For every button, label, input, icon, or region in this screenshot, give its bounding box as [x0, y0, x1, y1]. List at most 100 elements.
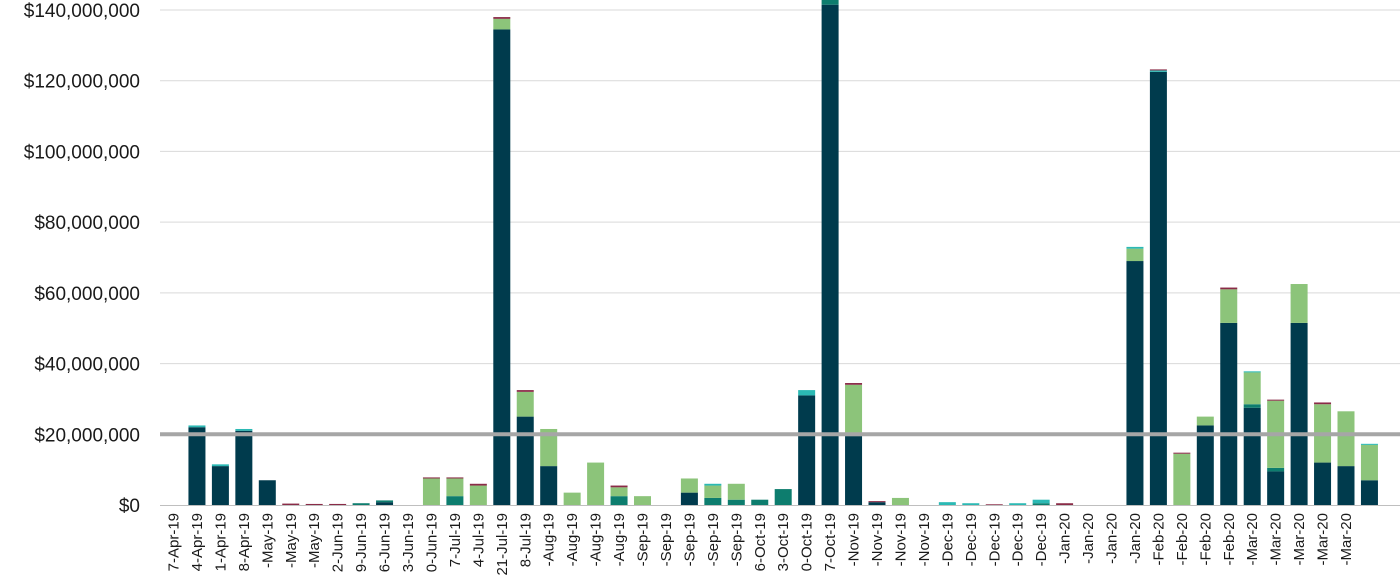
x-tick-label: 0-Jun-19 — [423, 513, 440, 572]
x-tick-label: -Dec-19 — [986, 513, 1003, 566]
bar-segment — [1196, 416, 1214, 426]
x-tick-label: -Nov-19 — [892, 513, 909, 566]
y-tick-label: $20,000,000 — [34, 425, 140, 446]
bar-segment — [188, 427, 206, 505]
x-tick-label: 6-Jun-19 — [377, 513, 394, 572]
bar-segment — [1243, 371, 1261, 373]
bar-segment — [1173, 452, 1191, 454]
bar-segment — [422, 477, 440, 479]
bar-segment — [211, 466, 229, 505]
x-tick-label: -Aug-19 — [564, 513, 581, 566]
x-tick-label: 4-Apr-19 — [189, 513, 206, 571]
bar-segment — [235, 430, 253, 505]
bar-segment — [704, 483, 722, 486]
x-tick-label: 7-Apr-19 — [166, 513, 183, 571]
x-axis-tick-labels: 7-Apr-19 4-Apr-19 1-Apr-19 8-Apr-19 -May-19 -… — [166, 513, 1356, 576]
x-tick-label: -Dec-19 — [1033, 513, 1050, 566]
x-tick-label: -May-19 — [259, 513, 276, 568]
x-tick-label: -Mar-20 — [1338, 513, 1355, 566]
x-tick-label: 21-Jul-19 — [494, 513, 511, 576]
bar-segment — [634, 496, 651, 505]
x-tick-label: 4-Jul-19 — [470, 513, 487, 567]
bar-segment — [1149, 69, 1167, 71]
x-tick-label: -Jan-20 — [1057, 513, 1074, 564]
bar-segment — [1056, 503, 1074, 505]
y-tick-label: $100,000,000 — [24, 142, 140, 163]
bar-segment — [821, 0, 839, 5]
bar-segment — [516, 416, 534, 505]
bar-segment — [1243, 407, 1261, 505]
bar-segment — [868, 502, 886, 505]
x-tick-label: 3-Oct-19 — [775, 513, 792, 571]
bar-segment — [493, 17, 511, 19]
bar-segment — [1173, 453, 1191, 505]
bar-segment — [282, 503, 300, 505]
bar-segment — [446, 477, 464, 479]
bar-segment — [422, 478, 440, 505]
bar-segment — [962, 503, 980, 505]
bar-segment — [540, 466, 558, 505]
bar-segment — [188, 425, 206, 428]
bar-segment — [1267, 471, 1285, 505]
bars — [188, 0, 1378, 506]
bar-segment — [610, 485, 628, 488]
gridlines — [160, 9, 1400, 435]
x-tick-label: -Dec-19 — [963, 513, 980, 566]
x-tick-label: -Dec-19 — [939, 513, 956, 566]
bar-segment — [1149, 70, 1167, 72]
bar-segment — [258, 480, 276, 505]
x-tick-label: -Feb-20 — [1174, 513, 1191, 566]
bar-segment — [845, 383, 863, 385]
bar-segment — [727, 483, 745, 500]
x-tick-label: -Jan-20 — [1127, 513, 1144, 564]
bar-segment — [938, 502, 956, 505]
bar-segment — [845, 436, 863, 505]
bar-segment — [1267, 467, 1285, 472]
bar-segment — [1290, 322, 1308, 505]
x-tick-label: -Aug-19 — [541, 513, 558, 566]
x-tick-label: 1-Apr-19 — [212, 513, 229, 571]
bar-segment — [1290, 284, 1308, 323]
bar-segment — [1360, 444, 1378, 481]
x-tick-label: -Mar-20 — [1291, 513, 1308, 566]
bar-segment — [985, 504, 1003, 506]
bar-segment — [493, 29, 511, 505]
bar-segment — [305, 503, 323, 505]
bar-segment — [891, 497, 909, 505]
x-tick-label: 7-Jul-19 — [447, 513, 464, 567]
x-tick-label: -Dec-19 — [1010, 513, 1027, 566]
x-tick-label: -Mar-20 — [1244, 513, 1261, 566]
x-tick-label: -Jan-20 — [1080, 513, 1097, 564]
x-tick-label: 8-Apr-19 — [236, 513, 253, 571]
bar-segment — [1337, 466, 1355, 505]
bar-segment — [446, 496, 464, 505]
x-tick-label: -Nov-19 — [846, 513, 863, 566]
y-tick-label: $80,000,000 — [34, 213, 140, 234]
bar-segment — [1267, 399, 1285, 401]
bar-segment — [610, 487, 628, 497]
bar-segment — [1220, 287, 1238, 290]
bar-segment — [1360, 480, 1378, 505]
x-tick-label: 8-Jul-19 — [517, 513, 534, 567]
bar-segment — [1126, 261, 1144, 505]
x-tick-label: -Feb-20 — [1197, 513, 1214, 566]
x-tick-label: 0-Oct-19 — [799, 513, 816, 571]
x-tick-label: -Sep-19 — [635, 513, 652, 566]
bar-segment — [821, 4, 839, 505]
bar-segment — [469, 483, 487, 486]
y-axis-tick-labels: $0 $20,000,000 $40,000,000 $60,000,000 $80,0… — [24, 1, 140, 517]
bar-segment — [680, 492, 698, 506]
x-tick-label: -Mar-20 — [1268, 513, 1285, 566]
bar-segment — [774, 489, 792, 505]
x-tick-label: -Sep-19 — [681, 513, 698, 566]
bar-segment — [1243, 372, 1261, 405]
x-tick-label: -Feb-20 — [1150, 513, 1167, 566]
x-tick-label: -Jan-20 — [1104, 513, 1121, 564]
bar-segment — [563, 492, 581, 506]
bar-segment — [376, 502, 394, 505]
x-tick-label: -Feb-20 — [1221, 513, 1238, 566]
bar-segment — [540, 428, 558, 467]
x-tick-label: -Aug-19 — [611, 513, 628, 566]
bar-segment — [376, 500, 394, 503]
